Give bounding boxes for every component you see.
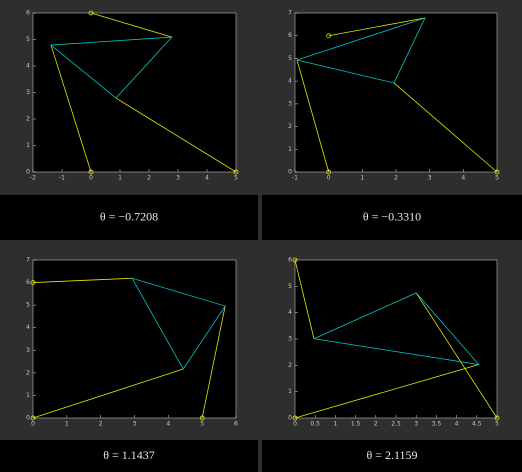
x-tick-label: 2 [374,421,378,428]
y-tick-label: 3 [288,336,292,343]
y-tick-label: 2 [26,116,30,123]
y-tick-label: 3 [26,89,30,96]
y-tick-label: 5 [26,302,30,309]
x-tick-label: 4 [205,175,209,182]
linkage-line [296,17,498,173]
y-tick-label: 4 [288,78,292,85]
pivot-marker [88,169,94,175]
x-tick-label: 2.5 [391,421,401,428]
x-tick-label: 2 [394,175,398,182]
x-tick-label: 4.5 [472,421,482,428]
pivot-marker [30,280,36,285]
x-tick-label: -1 [59,175,65,182]
x-tick-label: 0 [327,175,331,182]
linkage-line [50,12,237,173]
x-tick-label: -1 [292,175,298,182]
pivot-marker [494,415,500,421]
x-tick-label: 5 [495,175,499,182]
x-tick-label: 3.5 [432,421,442,428]
pivot-marker [199,415,205,421]
x-tick-label: 0 [293,421,297,428]
y-tick-label: 6 [288,32,292,39]
linkage-line [296,17,426,84]
caption-box [0,440,258,472]
pivot-marker [494,169,500,175]
y-tick-label: 1 [26,392,30,399]
y-tick-label: 0 [288,415,292,422]
y-tick-label: 1 [288,388,292,395]
y-tick-label: 0 [288,169,292,176]
x-tick-label: 3 [428,175,432,182]
x-tick-label: 4 [455,421,459,428]
x-tick-label: 1.5 [351,421,361,428]
caption: θ = 2.1159 [366,448,417,462]
y-tick-label: 6 [26,10,30,17]
y-tick-label: 7 [288,10,292,17]
y-tick-label: 4 [26,324,30,331]
linkage-line [32,277,226,419]
plot-area [32,12,237,173]
y-tick-label: 5 [26,36,30,43]
x-tick-label: 3 [133,421,137,428]
x-tick-label: 3 [414,421,418,428]
x-tick-label: 0.5 [310,421,320,428]
x-tick-label: 2 [147,175,151,182]
linkage-line [294,259,498,419]
y-tick-label: 2 [288,123,292,130]
x-tick-label: 3 [176,175,180,182]
pivot-marker [292,415,298,421]
y-tick-label: 4 [26,63,30,70]
y-tick-label: 1 [288,146,292,153]
plot-area [294,12,498,173]
y-tick-label: 1 [26,142,30,149]
linkage-line [313,292,480,366]
x-tick-label: 1 [360,175,364,182]
x-tick-label: 5 [200,421,204,428]
plot-area [294,259,498,419]
x-tick-label: 0 [89,175,93,182]
y-tick-label: 5 [288,55,292,62]
x-tick-label: 1 [118,175,122,182]
x-tick-label: 4 [461,175,465,182]
y-tick-label: 4 [288,309,292,316]
caption: θ = −0.3310 [363,209,421,223]
y-tick-label: 3 [26,347,30,354]
y-tick-label: 3 [288,100,292,107]
y-tick-label: 6 [288,257,292,264]
x-tick-label: 1 [65,421,69,428]
x-tick-label: 5 [234,175,238,182]
pivot-marker [88,10,94,16]
y-tick-label: 6 [26,279,30,286]
pivot-marker [292,257,298,263]
x-tick-label: -2 [30,175,36,182]
y-tick-label: 2 [288,362,292,369]
x-tick-label: 1 [333,421,337,428]
x-tick-label: 5 [495,421,499,428]
x-tick-label: 0 [31,421,35,428]
caption: θ = −0.7208 [100,209,158,223]
x-tick-label: 6 [234,421,238,428]
caption-box [0,195,258,240]
y-tick-label: 0 [26,169,30,176]
y-tick-label: 2 [26,369,30,376]
x-tick-label: 4 [166,421,170,428]
caption: θ = 1.1437 [103,448,155,462]
linkage-line [131,277,226,370]
pivot-marker [30,415,36,421]
x-tick-label: 2 [99,421,103,428]
pivot-marker [326,33,332,39]
y-tick-label: 5 [288,283,292,290]
y-tick-label: 0 [26,415,30,422]
pivot-marker [233,169,239,175]
caption-box [262,440,522,472]
plot-area [32,259,237,419]
linkage-line [50,36,173,99]
caption-box [262,195,522,240]
pivot-marker [326,169,332,175]
y-tick-label: 7 [26,257,30,264]
